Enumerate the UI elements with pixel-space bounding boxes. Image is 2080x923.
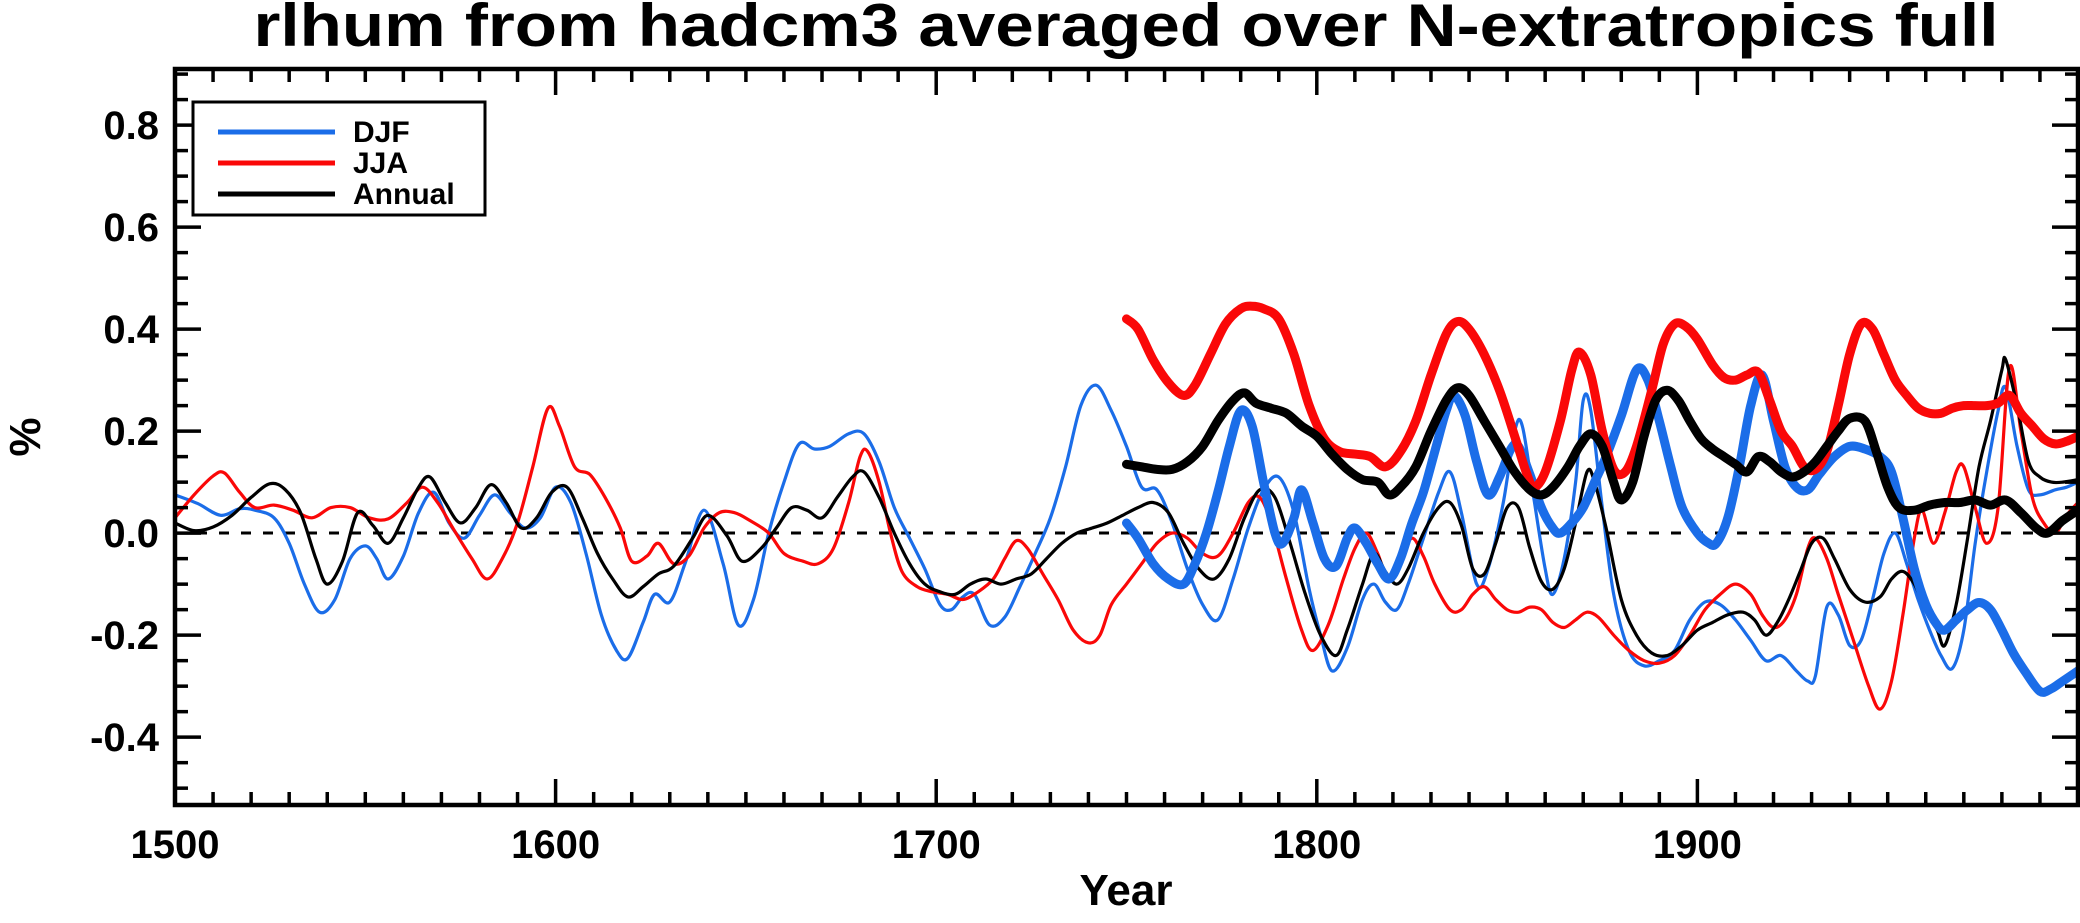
- legend-label-djf: DJF: [353, 116, 410, 149]
- series-Annual-control-thin-line: [175, 355, 2078, 658]
- x-tick-label: 1900: [1653, 823, 1742, 867]
- x-tick-label: 1500: [131, 823, 220, 867]
- x-tick-label: 1600: [511, 823, 600, 867]
- series-DJF-forced-thick-line: [1122, 363, 2078, 697]
- x-axis-label: Year: [1080, 866, 1173, 915]
- y-tick-label: 0.8: [103, 104, 159, 148]
- x-tick-label: 1800: [1272, 823, 1361, 867]
- legend-item-djf: DJF: [218, 116, 410, 149]
- y-tick-label: 0.2: [103, 410, 159, 454]
- y-tick-label: -0.2: [90, 614, 159, 658]
- chart-title: rlhum from hadcm3 averaged over N-extrat…: [254, 0, 1999, 59]
- series-DJF-control-thin-line: [175, 383, 2078, 686]
- axis-tick-labels: -0.4 -0.2 0.0 0.2 0.4 0.6 0.8 1500 1600 1700 1800 1…: [90, 104, 1742, 867]
- plot-frame: [172, 66, 2080, 808]
- y-tick-label: 0.0: [103, 512, 159, 556]
- y-axis-label: %: [1, 417, 50, 456]
- y-tick-label: 0.6: [103, 206, 159, 250]
- series-JJA-control-thin-line: [175, 363, 2078, 711]
- legend-item-jja: JJA: [218, 147, 408, 180]
- y-tick-label: 0.4: [103, 308, 159, 352]
- data-series: [175, 301, 2078, 711]
- legend-item-annual: Annual: [218, 178, 455, 211]
- y-tick-label: -0.4: [90, 716, 160, 760]
- x-tick-label: 1700: [892, 823, 981, 867]
- legend-label-annual: Annual: [353, 178, 455, 211]
- series-Annual-forced-thick-line: [1122, 383, 2078, 538]
- series-JJA-forced-thick-line: [1122, 301, 2078, 492]
- legend-label-jja: JJA: [353, 147, 408, 180]
